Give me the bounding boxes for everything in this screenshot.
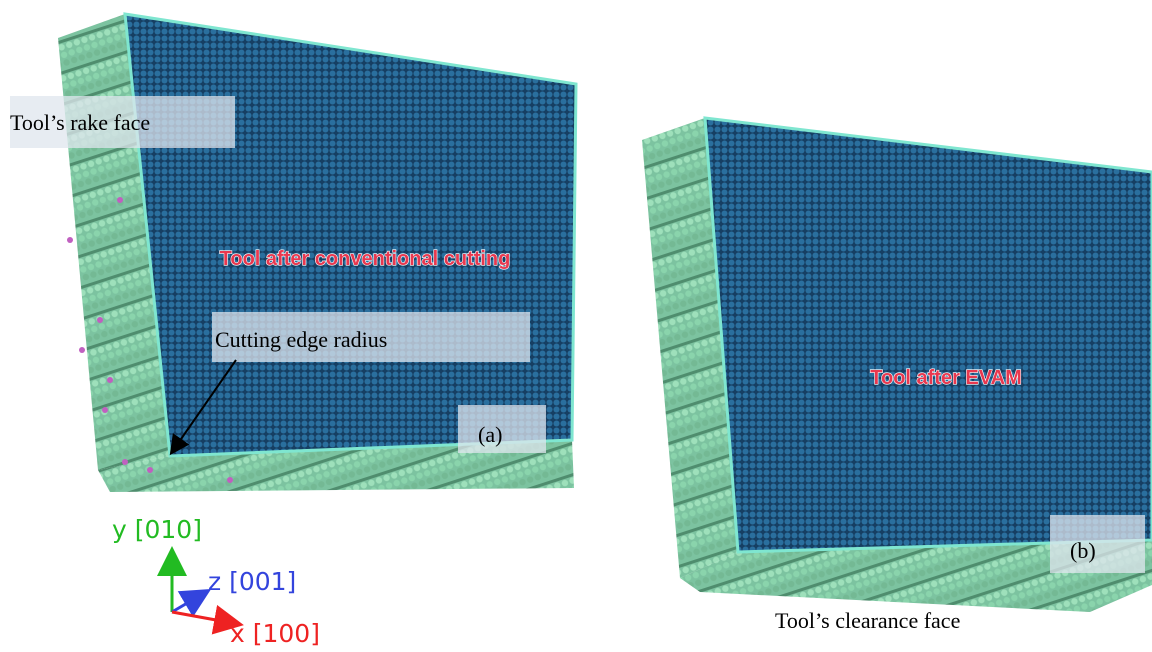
face xyxy=(125,14,576,456)
panel-title: Tool after conventional cutting xyxy=(220,248,511,270)
axes-triad: y [010] z [001] x [100] xyxy=(112,515,320,648)
label-box xyxy=(1050,515,1145,573)
figure: Tool’s rake face Tool after conventional… xyxy=(0,0,1152,652)
face xyxy=(705,118,1152,552)
x-axis-label: x [100] xyxy=(230,619,320,648)
panel-title: Tool after EVAM xyxy=(870,367,1021,389)
panel-label: (a) xyxy=(478,422,502,447)
z-axis-label: z [001] xyxy=(208,567,296,596)
edge-label: Cutting edge radius xyxy=(215,327,387,352)
rake-face-label: Tool’s rake face xyxy=(10,110,150,135)
panel-label: (b) xyxy=(1070,538,1096,563)
y-axis-label: y [010] xyxy=(112,515,202,544)
clearance-face-label: Tool’s clearance face xyxy=(775,608,960,633)
